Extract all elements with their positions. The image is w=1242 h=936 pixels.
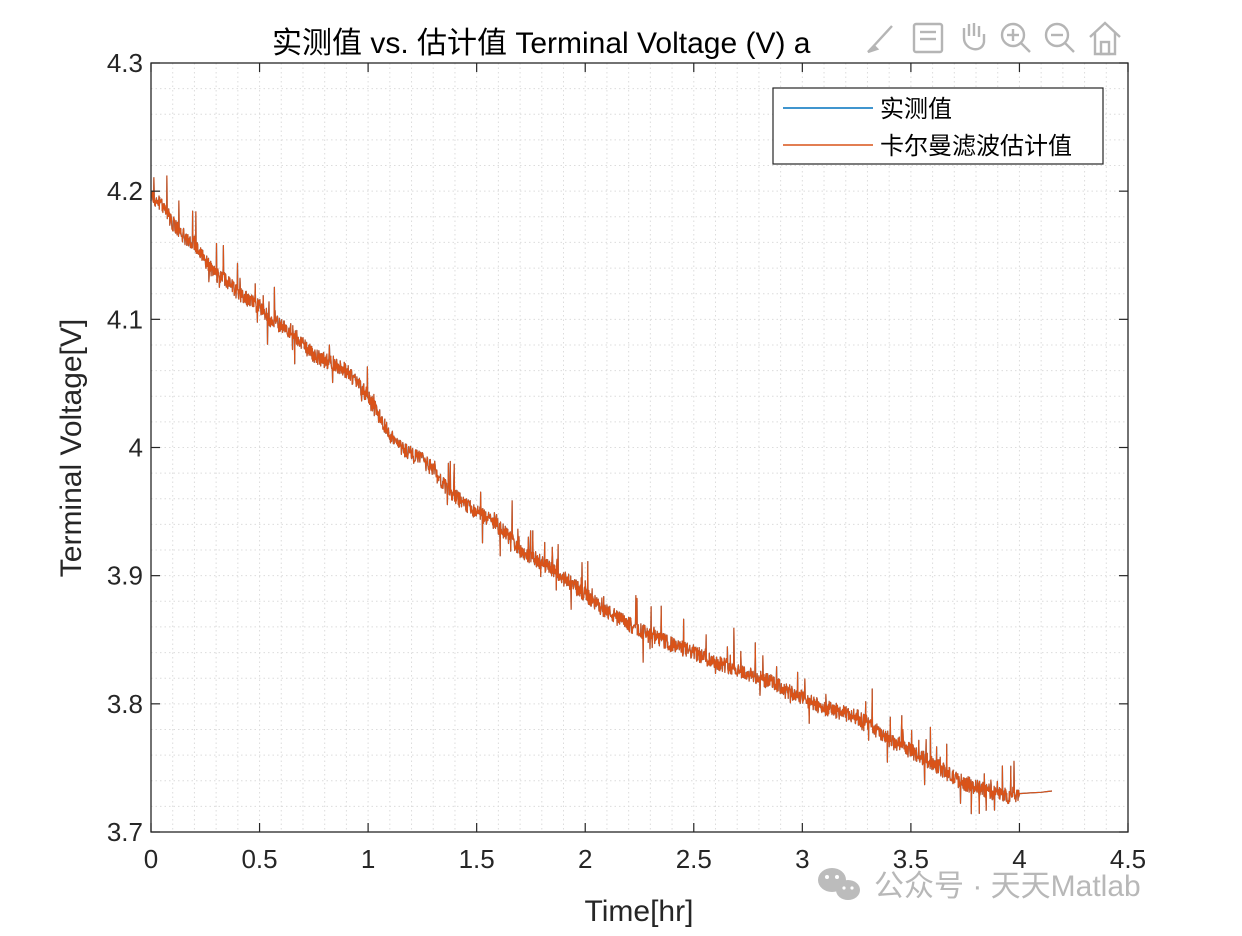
axes-toolbar-background (858, 17, 1126, 61)
chart-title: 实测值 vs. 估计值 Terminal Voltage (V) a (272, 27, 811, 60)
x-tick-label: 1 (361, 844, 375, 874)
axis-ticks (150, 62, 1129, 833)
y-tick-label: 3.8 (107, 689, 143, 719)
axes-toolbar (858, 17, 1126, 61)
y-tick-label: 4.3 (107, 48, 143, 78)
home-icon[interactable] (1089, 21, 1121, 56)
series-layer (150, 175, 1053, 815)
x-tick-label: 2.5 (676, 844, 712, 874)
y-tick-label: 3.9 (107, 561, 143, 591)
pan-hand-icon[interactable] (962, 23, 986, 51)
x-tick-label: 0 (144, 844, 158, 874)
legend: 实测值 卡尔曼滤波估计值 (772, 87, 1104, 165)
x-tick-labels: 0 0.5 1 1.5 2 2.5 3 3.5 4 4.5 (144, 844, 1146, 874)
y-axis-label: Terminal Voltage[V] (55, 319, 88, 577)
x-axis-label: Time[hr] (585, 895, 694, 928)
x-tick-label: 1.5 (459, 844, 495, 874)
wechat-icon (818, 868, 860, 900)
y-tick-label: 3.7 (107, 817, 143, 847)
y-tick-label: 4.2 (107, 176, 143, 206)
y-tick-labels: 3.7 3.8 3.9 4 4.1 4.2 4.3 (107, 48, 143, 847)
zoom-out-icon[interactable] (1044, 22, 1075, 53)
legend-label-measured: 实测值 (880, 95, 952, 123)
legend-box (772, 87, 1104, 165)
x-tick-label: 4.5 (1110, 844, 1146, 874)
x-tick-label: 4 (1012, 844, 1026, 874)
x-tick-label: 2 (578, 844, 592, 874)
series-line-kalman (150, 175, 1053, 815)
save-icon[interactable] (912, 22, 944, 54)
x-tick-label: 0.5 (241, 844, 277, 874)
legend-label-kalman: 卡尔曼滤波估计值 (880, 132, 1072, 160)
y-tick-label: 4.1 (107, 304, 143, 334)
brush-icon[interactable] (867, 25, 893, 54)
x-tick-label: 3.5 (893, 844, 929, 874)
x-tick-label: 3 (795, 844, 809, 874)
grid (151, 63, 1128, 832)
zoom-in-icon[interactable] (1000, 22, 1031, 53)
y-tick-label: 4 (129, 433, 143, 463)
watermark: 公众号 · 天天Matlab (818, 868, 1141, 903)
watermark-text: 公众号 · 天天Matlab (874, 870, 1141, 903)
